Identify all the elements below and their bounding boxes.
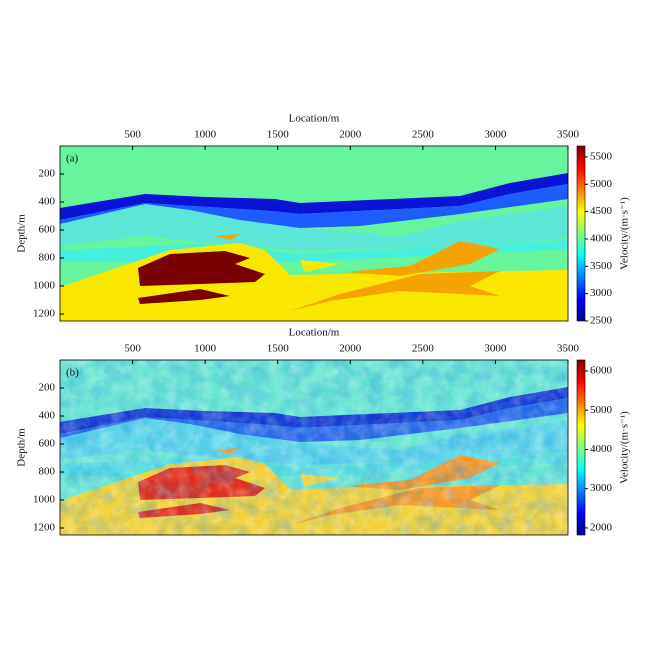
layer: [60, 173, 568, 220]
x-tick-label: 2000: [339, 343, 362, 355]
velocity-image: [60, 146, 568, 321]
layer: [60, 196, 568, 251]
x-tick-label: 2000: [339, 129, 362, 141]
x-axis-label: Location/m: [289, 113, 340, 125]
y-tick-label: 1000: [33, 280, 56, 292]
y-tick-label: 1000: [33, 494, 56, 506]
y-tick-label: 800: [39, 252, 56, 264]
colorbar: [576, 359, 586, 536]
y-tick-label: 1200: [33, 522, 56, 534]
x-tick-label: 1500: [267, 129, 290, 141]
y-tick-label: 200: [39, 168, 56, 180]
panel-label: (b): [66, 367, 79, 379]
layer: [138, 251, 265, 286]
x-axis-label: Location/m: [289, 327, 340, 339]
colorbar-tick-label: 2000: [590, 521, 613, 533]
x-tick-label: 2500: [412, 343, 435, 355]
colorbar-label: Velocity/(m·s⁻¹): [619, 411, 631, 484]
y-axis-label: Depth/m: [16, 214, 28, 253]
y-tick-label: 200: [39, 382, 56, 394]
colorbar-label: Velocity/(m·s⁻¹): [619, 197, 631, 270]
colorbar-tick-label: 3500: [590, 260, 613, 272]
y-tick-label: 600: [39, 224, 56, 236]
x-tick-label: 3000: [484, 343, 507, 355]
x-tick-label: 3500: [557, 343, 580, 355]
layer: [215, 234, 240, 240]
x-tick-label: 500: [124, 129, 141, 141]
y-tick-label: 600: [39, 438, 56, 450]
colorbar-tick-label: 3000: [590, 482, 613, 494]
colorbar-tick-label: 5500: [590, 150, 613, 162]
plot-frame: [59, 145, 569, 322]
colorbar-tick-label: 5000: [590, 178, 613, 190]
layer: [300, 260, 340, 272]
noise: [60, 360, 568, 535]
x-tick-label: 1500: [267, 343, 290, 355]
colorbar-tick-label: 4500: [590, 205, 613, 217]
layer: [345, 241, 500, 276]
panel-label: (a): [66, 153, 79, 165]
velocity-image: [60, 360, 568, 535]
y-tick-label: 1200: [33, 308, 56, 320]
colorbar-tick-label: 2500: [590, 315, 613, 327]
y-tick-label: 400: [39, 196, 56, 208]
layer: [60, 184, 568, 228]
colorbar-tick-label: 6000: [590, 365, 613, 377]
y-axis-label: Depth/m: [16, 428, 28, 467]
x-tick-label: 1000: [194, 129, 217, 141]
colorbar-tick-label: 3000: [590, 287, 613, 299]
x-tick-label: 3000: [484, 129, 507, 141]
colorbar: [576, 145, 586, 322]
x-tick-label: 3500: [557, 129, 580, 141]
x-tick-label: 1000: [194, 343, 217, 355]
colorbar-tick-label: 5000: [590, 404, 613, 416]
layer: [138, 289, 230, 304]
plot-frame: [59, 359, 569, 536]
x-tick-label: 2500: [412, 129, 435, 141]
x-tick-label: 500: [124, 343, 141, 355]
y-tick-label: 400: [39, 410, 56, 422]
y-tick-label: 800: [39, 466, 56, 478]
colorbar-tick-label: 4000: [590, 233, 613, 245]
colorbar-tick-label: 4000: [590, 443, 613, 455]
layer: [290, 271, 500, 311]
